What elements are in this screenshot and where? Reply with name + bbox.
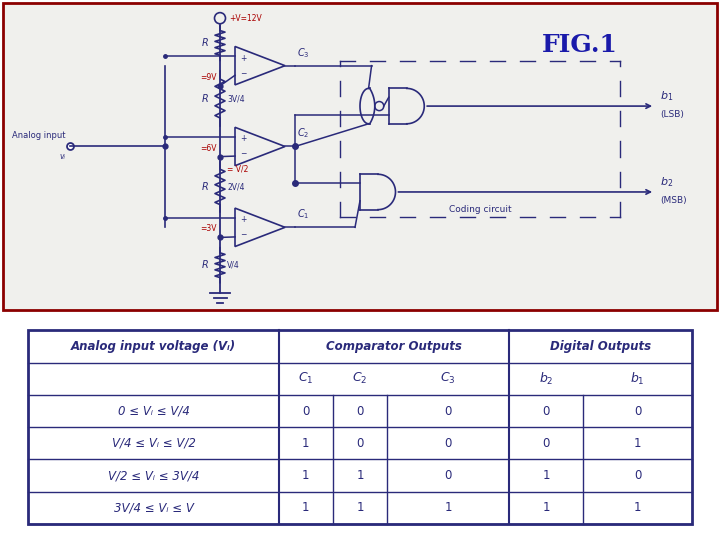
- Text: $b_2$: $b_2$: [660, 175, 673, 189]
- Text: Coding circuit: Coding circuit: [449, 205, 511, 214]
- Text: 0: 0: [444, 469, 451, 482]
- Text: R: R: [202, 93, 208, 104]
- Text: =9V: =9V: [200, 73, 217, 82]
- Text: V/4: V/4: [227, 261, 240, 269]
- Text: 1: 1: [356, 502, 364, 515]
- Text: 2V/4: 2V/4: [227, 183, 245, 191]
- Text: $b_2$: $b_2$: [539, 370, 554, 387]
- Text: 1: 1: [302, 437, 310, 450]
- Text: 0 ≤ Vᵢ ≤ V/4: 0 ≤ Vᵢ ≤ V/4: [117, 404, 189, 417]
- Text: R: R: [202, 182, 208, 192]
- Text: $C_1$: $C_1$: [298, 371, 314, 386]
- Text: =3V: =3V: [200, 225, 217, 233]
- Text: V/4 ≤ Vᵢ ≤ V/2: V/4 ≤ Vᵢ ≤ V/2: [112, 437, 196, 450]
- Text: 1: 1: [356, 469, 364, 482]
- Text: 3V/4: 3V/4: [227, 94, 245, 103]
- Text: 1: 1: [302, 502, 310, 515]
- Text: FIG.1: FIG.1: [542, 33, 618, 57]
- Text: 1: 1: [634, 437, 642, 450]
- Text: =6V: =6V: [200, 144, 217, 153]
- Text: Analog input: Analog input: [12, 131, 65, 140]
- Text: $C_2$: $C_2$: [297, 127, 310, 140]
- Text: Analog input voltage (Vᵢ): Analog input voltage (Vᵢ): [71, 340, 236, 353]
- Text: (MSB): (MSB): [660, 196, 687, 205]
- Text: $C_3$: $C_3$: [440, 371, 456, 386]
- Text: vᵢ: vᵢ: [59, 152, 65, 160]
- Text: −: −: [240, 150, 246, 159]
- Text: $b_1$: $b_1$: [630, 370, 645, 387]
- Text: 0: 0: [302, 404, 310, 417]
- Text: (LSB): (LSB): [660, 110, 684, 119]
- Text: +: +: [240, 53, 246, 63]
- Text: 0: 0: [542, 437, 550, 450]
- Text: 1: 1: [542, 502, 550, 515]
- Text: $C_1$: $C_1$: [297, 207, 310, 221]
- Text: 0: 0: [356, 404, 364, 417]
- Text: Comparator Outputs: Comparator Outputs: [326, 340, 462, 353]
- Text: 1: 1: [444, 502, 451, 515]
- Text: +: +: [240, 134, 246, 144]
- Text: 1: 1: [542, 469, 550, 482]
- Text: = V/2: = V/2: [227, 165, 248, 174]
- Text: 3V/4 ≤ Vᵢ ≤ V: 3V/4 ≤ Vᵢ ≤ V: [114, 502, 194, 515]
- Text: Digital Outputs: Digital Outputs: [549, 340, 651, 353]
- Text: $C_3$: $C_3$: [297, 46, 310, 59]
- Text: +: +: [240, 215, 246, 224]
- Text: 1: 1: [302, 469, 310, 482]
- Text: 0: 0: [356, 437, 364, 450]
- Text: R: R: [202, 38, 208, 48]
- Text: 0: 0: [444, 404, 451, 417]
- Text: $C_2$: $C_2$: [352, 371, 368, 386]
- Text: 0: 0: [542, 404, 550, 417]
- Text: −: −: [240, 231, 246, 239]
- Text: 0: 0: [634, 404, 642, 417]
- Text: 0: 0: [444, 437, 451, 450]
- Text: 1: 1: [634, 502, 642, 515]
- Text: V/2 ≤ Vᵢ ≤ 3V/4: V/2 ≤ Vᵢ ≤ 3V/4: [108, 469, 199, 482]
- Text: −: −: [240, 69, 246, 78]
- Text: R: R: [202, 260, 208, 270]
- Text: +V=12V: +V=12V: [229, 14, 262, 23]
- Text: $b_1$: $b_1$: [660, 89, 673, 103]
- Text: 0: 0: [634, 469, 642, 482]
